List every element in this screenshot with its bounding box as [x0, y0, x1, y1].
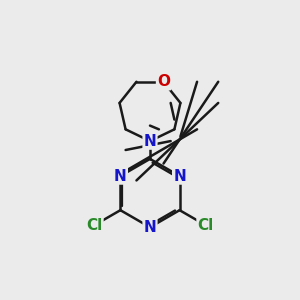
- Text: Cl: Cl: [86, 218, 103, 233]
- Text: N: N: [173, 169, 186, 184]
- Text: N: N: [114, 169, 127, 184]
- Text: O: O: [157, 74, 170, 89]
- Text: N: N: [144, 220, 156, 235]
- Text: Cl: Cl: [197, 218, 214, 233]
- Text: N: N: [144, 134, 156, 148]
